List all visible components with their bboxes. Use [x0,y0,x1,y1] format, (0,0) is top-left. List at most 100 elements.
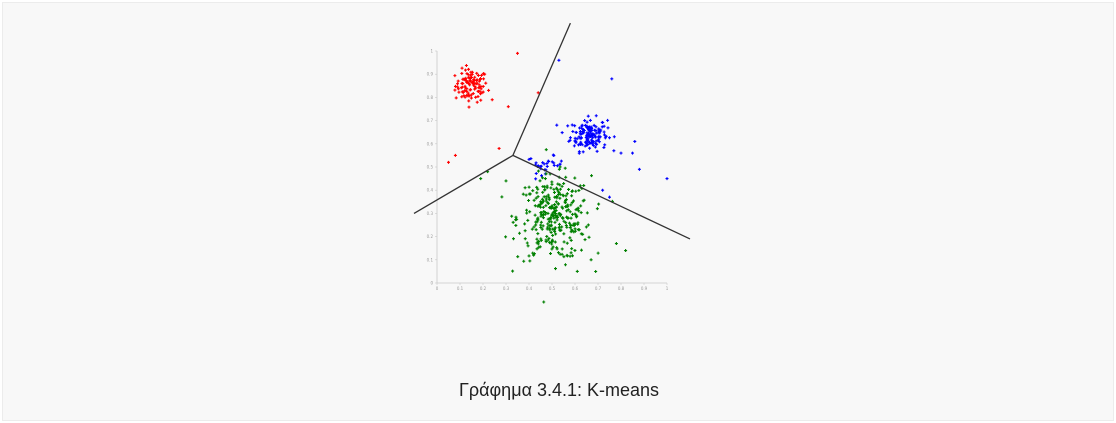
data-point [539,202,543,206]
data-point [593,145,597,149]
data-point [546,201,550,205]
x-tick-label: 0.8 [618,286,625,291]
x-tick-label: 0.9 [641,286,648,291]
data-point [516,255,520,259]
data-point [565,241,569,245]
data-point [477,79,481,83]
data-point [579,232,583,236]
data-point [607,136,611,140]
data-point [557,167,561,171]
data-point [568,210,572,214]
data-point [590,141,594,145]
data-point [477,83,481,87]
data-point [469,70,473,74]
data-point [566,216,570,220]
data-point [479,73,483,77]
data-point [473,75,477,79]
y-tick-label: 0.2 [427,234,434,239]
data-point [536,91,540,95]
data-point [591,132,595,136]
data-point [574,208,578,212]
data-point [556,182,560,186]
data-point [559,212,563,216]
data-point [465,87,469,91]
data-point [602,130,606,134]
data-point [547,195,551,199]
data-point [533,213,537,217]
data-point [526,218,530,222]
x-tick-label: 0 [436,286,439,291]
data-point [523,229,527,233]
x-tick-label: 0.4 [526,286,533,291]
data-point [540,227,544,231]
data-point [540,197,544,201]
data-point [552,154,556,158]
data-point [551,233,555,237]
data-point [554,232,558,236]
data-point [558,225,562,229]
data-point [549,223,553,227]
data-point [544,240,548,244]
data-point [563,166,567,170]
data-point [597,202,601,206]
data-point [539,164,543,168]
data-point [595,207,599,211]
data-point [453,88,457,92]
data-point [558,187,562,191]
data-point [598,129,602,133]
data-point [557,212,561,216]
data-point [541,205,545,209]
data-point [595,149,599,153]
data-point [470,72,474,76]
data-point [480,91,484,95]
data-point [574,213,578,217]
data-point [603,136,607,140]
y-tick-label: 0.5 [427,165,434,170]
data-point [568,254,572,258]
data-point [550,238,554,242]
data-point [562,240,566,244]
data-point [535,220,539,224]
data-point [593,135,597,139]
data-point [536,232,540,236]
data-point [460,81,464,85]
data-point [614,242,618,246]
data-point [600,125,604,129]
y-tick-label: 0.8 [427,95,434,100]
data-point [573,176,577,180]
kmeans-scatter-chart: 0 0.1 0.2 0.3 0.4 0.5 0.6 0.7 0.8 0.9 1 0 0.1 0.2 0.3 0… [413,22,691,304]
y-tick-label: 0.4 [427,188,434,193]
data-point [534,223,538,227]
y-tick-label: 0.7 [427,118,434,123]
data-point [539,214,543,218]
data-point [606,118,610,122]
data-point [597,140,601,144]
data-point [571,129,575,133]
data-point [535,241,539,245]
data-point [539,211,543,215]
data-point [475,78,479,82]
data-point [586,223,590,227]
data-point [506,105,510,109]
data-point [582,198,586,202]
data-point [562,182,566,186]
data-point [559,159,563,163]
data-point [560,247,564,251]
data-point [600,120,604,124]
data-point [549,186,553,190]
data-point [524,193,528,197]
data-point [526,244,530,248]
data-point [465,72,469,76]
data-point [474,95,478,99]
data-point [573,229,577,233]
data-point [504,235,508,239]
y-tick-label: 0.9 [427,72,434,77]
data-point [565,209,569,213]
data-point [562,232,566,236]
data-point [478,89,482,93]
data-point [479,177,483,181]
data-point [511,237,515,241]
data-point [579,140,583,144]
axes: 0 0.1 0.2 0.3 0.4 0.5 0.6 0.7 0.8 0.9 1 0 0.1 0.2 0.3 0… [427,49,669,292]
data-point [525,241,529,245]
